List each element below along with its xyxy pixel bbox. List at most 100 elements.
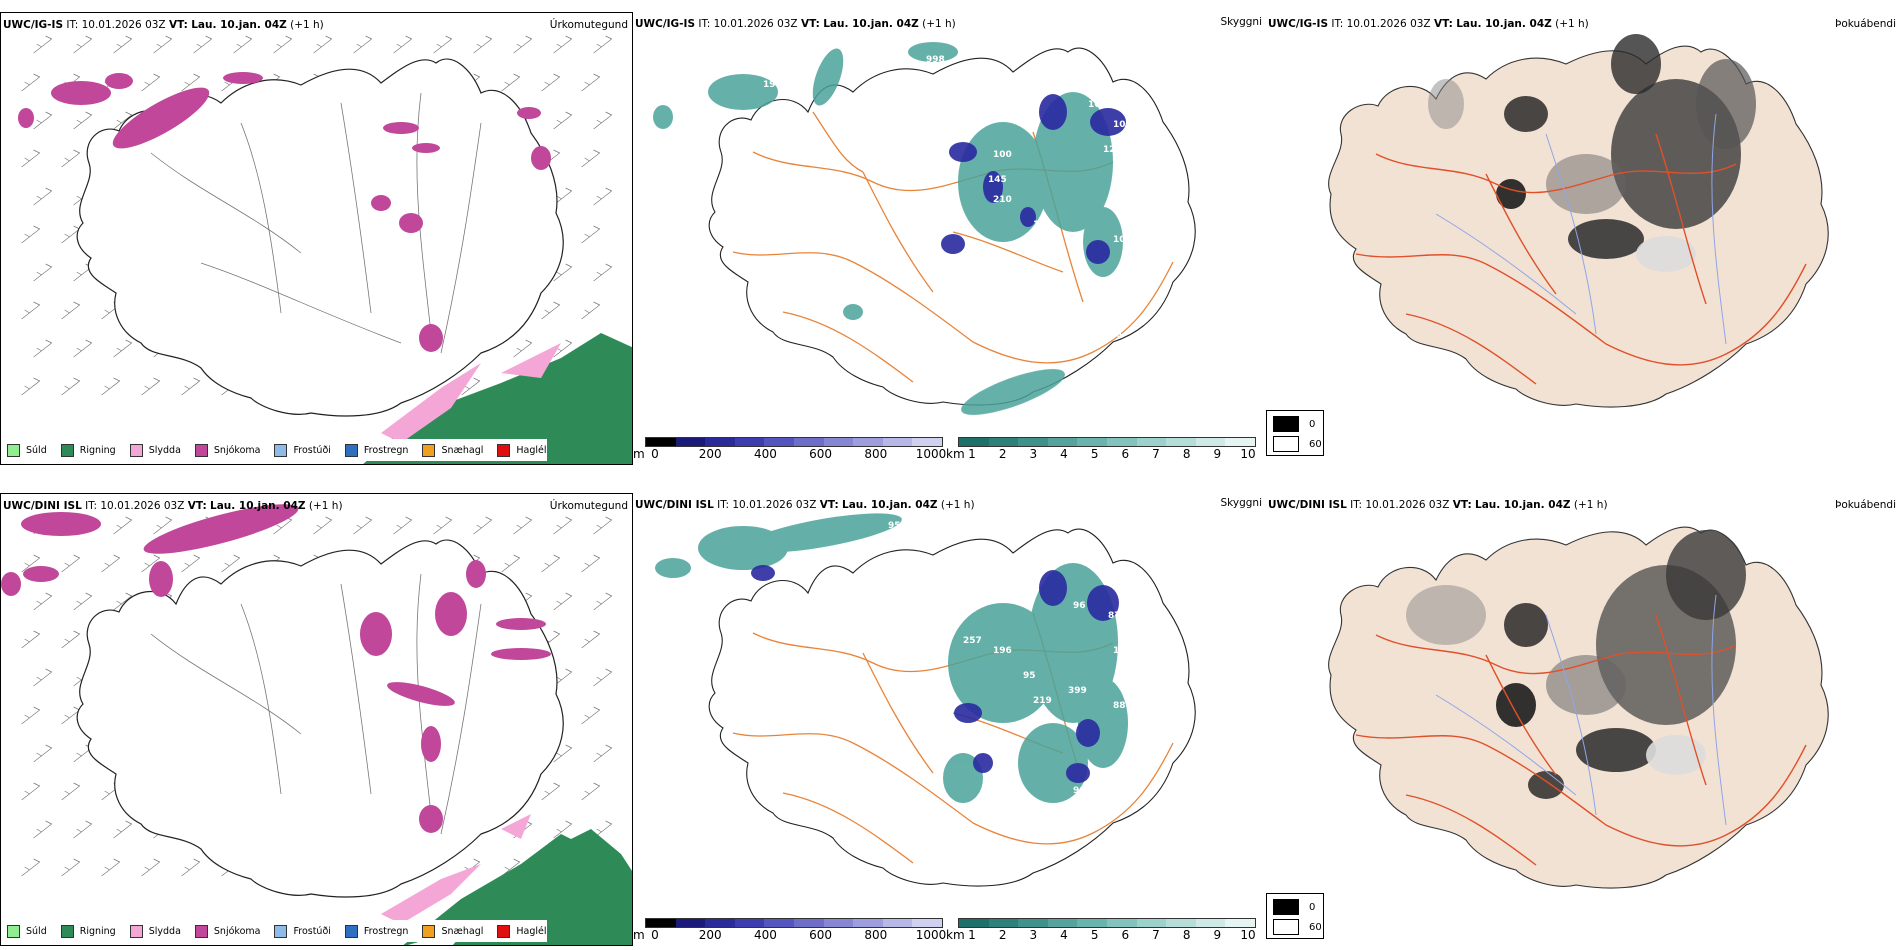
- colorbar-tick-label: 600: [809, 928, 833, 942]
- colorbar-tick-label: 5: [1090, 928, 1099, 942]
- panel-title-precip: Úrkomutegund: [549, 19, 628, 31]
- wind-barb: [33, 35, 53, 54]
- colorbar-segment: [1166, 919, 1196, 927]
- legend-label: Frostúði: [293, 444, 331, 456]
- legend-item: Snæhagl: [422, 924, 484, 938]
- wind-barb: [593, 263, 613, 282]
- colorbar-segment: [853, 919, 883, 927]
- colorbar-tick-label: 6: [1121, 928, 1130, 942]
- cloud-base-label: 88: [1113, 701, 1126, 711]
- legend-swatch: [60, 443, 74, 457]
- it-label: IT:: [698, 18, 711, 30]
- wind-barb: [233, 35, 253, 54]
- fog-swatch-black: [1273, 416, 1299, 432]
- wind-barb: [353, 35, 373, 54]
- vt-label: VT:: [800, 18, 820, 30]
- wind-barb: [581, 706, 601, 725]
- fog-legend-low: 60: [1273, 919, 1322, 935]
- it-value: 10.01.2026 03Z: [1346, 18, 1431, 30]
- wind-barb: [553, 35, 573, 54]
- colorbar-tick-label: 4: [1060, 928, 1068, 942]
- fog-legend-high: 0: [1273, 416, 1315, 432]
- colorbar-segment: [1106, 919, 1137, 927]
- run-header-row1-fog: UWC/IG-IS IT: 10.01.2026 03Z VT: Lau. 10…: [1268, 18, 1589, 30]
- it-label: IT:: [717, 499, 730, 511]
- wind-barb: [593, 35, 613, 54]
- colorbar-tick-label: 200: [698, 447, 722, 461]
- fog-legend-low-label: 60: [1309, 921, 1322, 933]
- visibility-panel-row1: 998 190 612 81 100 145 126 100 167 210 178 103 136 U…: [633, 12, 1266, 465]
- colorbar-segment: [988, 919, 1019, 927]
- wind-barb: [113, 820, 133, 839]
- wind-barb: [473, 35, 493, 54]
- wind-barb: [581, 301, 601, 320]
- wind-barb: [73, 592, 93, 611]
- ceiling-colorbar: m 0 200 400 600 800 1000: [633, 437, 946, 465]
- wind-barb: [33, 820, 53, 839]
- iceland-outline: [708, 47, 1196, 406]
- precip-type-panel-row1: UWC/IG-IS IT: 10.01.2026 03Z VT: Lau. 10…: [0, 12, 633, 465]
- vt-offset: (+1 h): [308, 500, 343, 512]
- colorbar-segment: [1195, 919, 1226, 927]
- colorbar-segment: [823, 438, 854, 446]
- wind-barb: [61, 858, 81, 877]
- wind-barb: [181, 73, 201, 92]
- snow-areas: [1, 504, 551, 833]
- cloud-base-label: 953: [888, 521, 907, 531]
- legend-label: Snæhagl: [441, 444, 484, 456]
- cloud-base-label: 169: [813, 596, 832, 606]
- wind-barb: [273, 35, 293, 54]
- legend-swatch: [194, 924, 208, 938]
- wind-barb: [113, 592, 133, 611]
- wind-barb: [473, 516, 493, 535]
- legend-item: Slydda: [129, 443, 181, 457]
- wind-barb: [61, 782, 81, 801]
- legend-swatch: [274, 443, 288, 457]
- colorbar-segment: [705, 919, 735, 927]
- wind-barb: [581, 149, 601, 168]
- legend-swatch: [129, 924, 143, 938]
- cloud-base-label: 100: [1113, 120, 1132, 130]
- colorbar-tick-label: 1: [968, 928, 976, 942]
- wind-barb: [513, 35, 533, 54]
- legend-item: Slydda: [129, 924, 181, 938]
- fog-panel-row1: UWC/IG-IS IT: 10.01.2026 03Z VT: Lau. 10…: [1266, 12, 1900, 465]
- legend-label: Snæhagl: [441, 925, 484, 937]
- legend-item: Frostúði: [274, 924, 331, 938]
- fog-legend-row2: 0 60: [1266, 893, 1324, 939]
- fog-legend-low-label: 60: [1309, 438, 1322, 450]
- cloud-base-label: 81: [933, 145, 946, 155]
- colorbar-tick-label: 10: [1240, 447, 1256, 461]
- it-label: IT:: [66, 19, 79, 31]
- colorbar-segment: [959, 438, 989, 446]
- legend-item: Snjókoma: [194, 924, 260, 938]
- wind-barb: [21, 377, 41, 396]
- fog-shading: [1428, 34, 1756, 272]
- it-label: IT:: [85, 500, 98, 512]
- wind-barb: [353, 516, 373, 535]
- colorbar-tick-label: 1000: [915, 928, 947, 942]
- colorbar-segment: [675, 919, 706, 927]
- vt-label: VT:: [168, 19, 188, 31]
- wind-barb: [541, 782, 561, 801]
- wind-barb: [21, 706, 41, 725]
- cloud-base-label: 96: [1073, 601, 1086, 611]
- colorbar-segment: [1225, 919, 1255, 927]
- wind-barb: [141, 377, 161, 396]
- wind-barb: [553, 111, 573, 130]
- rain-sleet-areas: [381, 814, 632, 945]
- vt-value: Lau. 10.jan. 04Z: [191, 19, 287, 31]
- panel-title-precip: Úrkomutegund: [549, 500, 628, 512]
- fog-legend-high: 0: [1273, 899, 1315, 915]
- wind-barb: [553, 263, 573, 282]
- panel-title-fog: Þokuábendi: [1835, 18, 1896, 30]
- colorbar-segment: [1077, 919, 1107, 927]
- vt-offset: (+1 h): [922, 18, 956, 30]
- legend-swatch: [422, 924, 436, 938]
- colorbar-segment: [1018, 919, 1048, 927]
- wind-barb: [153, 35, 173, 54]
- wind-barb: [73, 111, 93, 130]
- colorbar-tick-label: 8: [1182, 447, 1191, 461]
- colorbar-tick-label: 0: [651, 928, 659, 942]
- it-value: 10.01.2026 03Z: [81, 19, 166, 31]
